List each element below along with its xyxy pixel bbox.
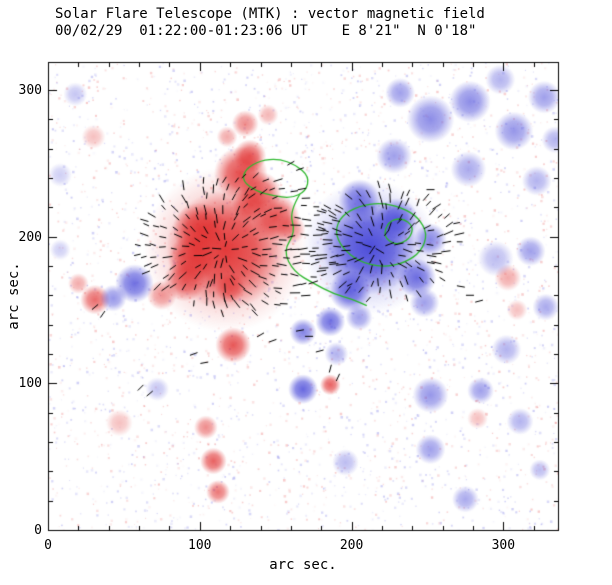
chart-title: Solar Flare Telescope (MTK) : vector mag… [55,6,485,22]
chart-subtitle: 00/02/29 01:22:00-01:23:06 UT E 8'21" N … [55,23,477,39]
x-tick-label: 100 [188,538,212,553]
x-axis-label: arc sec. [269,557,337,573]
y-axis-label: arc sec. [6,262,22,330]
y-tick-label: 100 [18,376,42,392]
x-tick-label: 300 [491,538,516,553]
y-tick-label: 200 [18,229,42,245]
y-tick-label: 300 [18,82,42,98]
y-tick-label: 0 [34,523,42,538]
x-tick-label: 0 [44,538,52,553]
x-tick-label: 200 [339,538,364,553]
